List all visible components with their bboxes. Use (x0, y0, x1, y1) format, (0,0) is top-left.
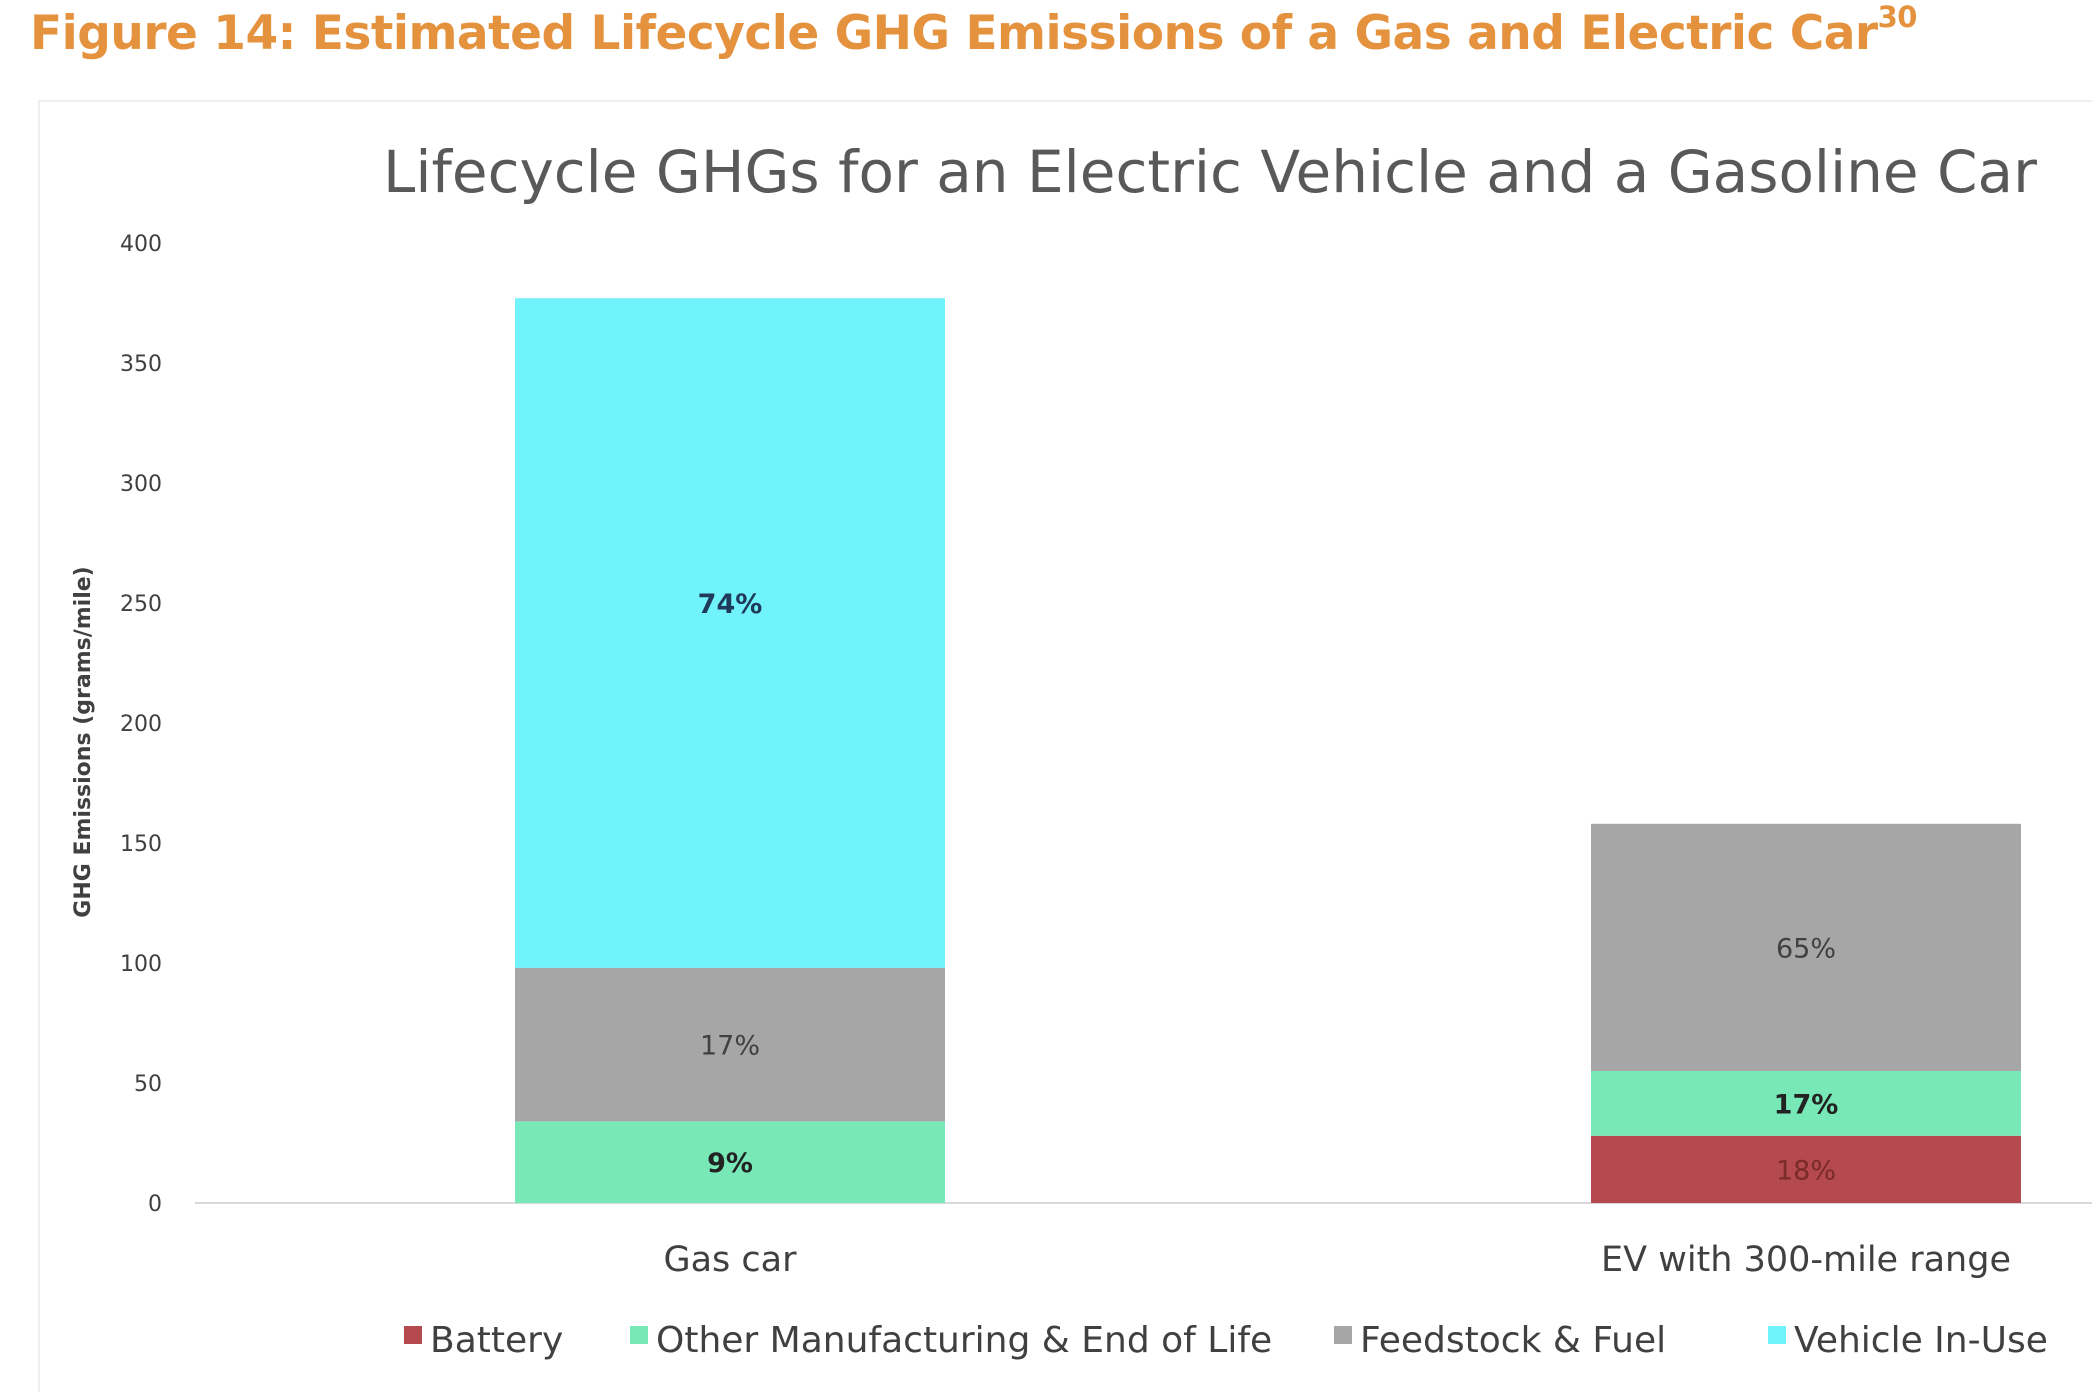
chart-title: Lifecycle GHGs for an Electric Vehicle a… (383, 138, 2037, 206)
y-tick-label: 100 (120, 952, 162, 977)
bar-segment (515, 298, 945, 968)
legend-swatch (404, 1326, 422, 1344)
figure-title-text: Figure 14: Estimated Lifecycle GHG Emiss… (30, 6, 1878, 61)
data-label: 17% (700, 1031, 760, 1062)
y-axis-ticks: 0 50 100 150 200 250 300 350 400 (120, 232, 162, 1217)
legend-swatch (630, 1326, 648, 1344)
legend-label: Vehicle In-Use (1794, 1320, 2048, 1361)
legend-label: Battery (430, 1320, 563, 1361)
bar-segment (1591, 823, 2021, 1071)
y-tick-label: 250 (120, 592, 162, 617)
y-tick-label: 0 (148, 1192, 162, 1217)
bar-segment (515, 967, 945, 1122)
legend: Battery Other Manufacturing & End of Life… (404, 1320, 2048, 1361)
bars: 9% 17% 74% 18% 17% 65% (515, 298, 2021, 1203)
bar-segment (1591, 1135, 2021, 1203)
legend-swatch (1768, 1326, 1786, 1344)
data-label: 65% (1776, 933, 1836, 964)
category-label: Gas car (663, 1240, 797, 1280)
data-label: 17% (1774, 1089, 1839, 1120)
data-label: 74% (698, 589, 763, 620)
category-labels: Gas car EV with 300-mile range (663, 1240, 2010, 1280)
figure-title-superscript: 30 (1877, 0, 1918, 34)
bar-segment (515, 1121, 945, 1203)
legend-swatch (1334, 1326, 1352, 1344)
y-tick-label: 400 (120, 232, 162, 257)
data-label: 9% (707, 1148, 753, 1179)
y-tick-label: 350 (120, 352, 162, 377)
y-axis-label: GHG Emissions (grams/mile) (71, 566, 96, 917)
data-label: 18% (1776, 1155, 1836, 1186)
category-label: EV with 300-mile range (1601, 1240, 2011, 1280)
y-tick-label: 200 (120, 712, 162, 737)
figure-title: Figure 14: Estimated Lifecycle GHG Emiss… (30, 0, 1917, 61)
y-tick-label: 150 (120, 832, 162, 857)
chart-frame (38, 100, 2092, 1392)
legend-label: Feedstock & Fuel (1360, 1320, 1666, 1361)
bar-segment (1591, 1071, 2021, 1136)
legend-label: Other Manufacturing & End of Life (656, 1320, 1272, 1361)
y-tick-label: 300 (120, 472, 162, 497)
y-tick-label: 50 (134, 1072, 162, 1097)
